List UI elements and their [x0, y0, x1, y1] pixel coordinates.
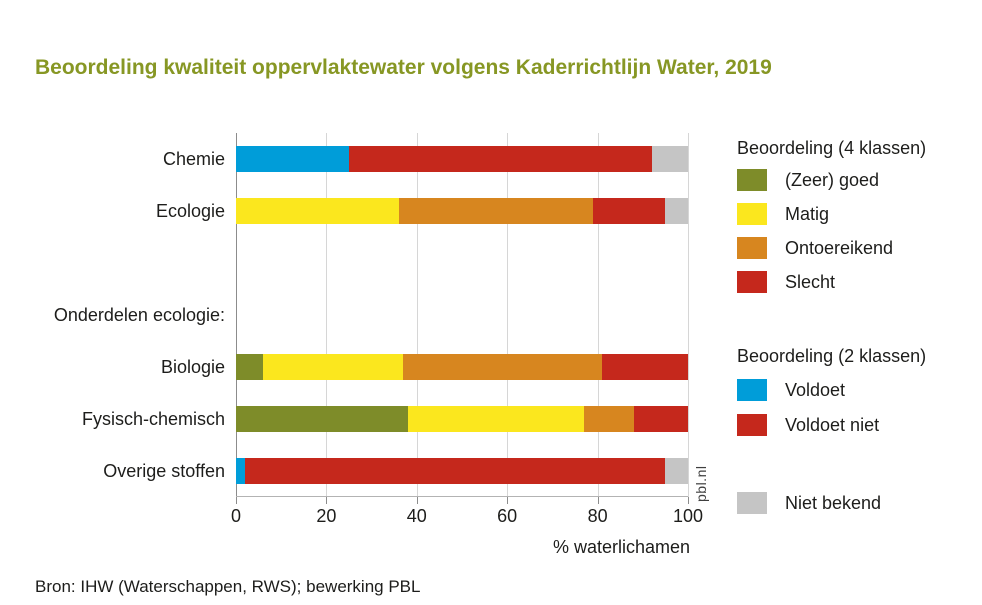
x-tick-label-20: 20	[316, 506, 337, 526]
legend-label-voldoet-niet: Voldoet niet	[785, 415, 880, 435]
x-tick-label-80: 80	[587, 506, 608, 526]
bar-segment-fysisch-chemisch-matig	[407, 406, 585, 432]
x-tick-label-100: 100	[672, 506, 704, 526]
bar-segment-biologie-slecht	[602, 354, 688, 380]
legend-item-voldoet-niet: Voldoet niet	[737, 414, 879, 436]
legend-item-niet-bekend: Niet bekend	[737, 492, 881, 514]
y-axis-line	[236, 133, 237, 497]
legend-item-ontoereikend: Ontoereikend	[737, 237, 893, 259]
bar-segment-ecologie-matig	[236, 198, 399, 224]
bar-segment-biologie-zeer-goed	[236, 354, 264, 380]
x-axis-tick-labels: 0 20 40 60 80 100	[231, 506, 703, 528]
plot-area	[236, 133, 689, 504]
gridline-100	[688, 133, 689, 497]
bar-row-fysisch-chemisch: Fysisch-chemisch	[0, 393, 688, 445]
bar-segment-ecologie-slecht	[593, 198, 666, 224]
bar-chemie	[236, 146, 688, 172]
legend-label-slecht: Slecht	[785, 272, 836, 292]
source-note: Bron: IHW (Waterschappen, RWS); bewerkin…	[35, 577, 421, 596]
swatch-matig-icon	[737, 203, 767, 225]
bar-rows: Chemie Ecologie Onderdelen ecologie: Biolog…	[0, 133, 688, 497]
bar-overige-stoffen	[236, 458, 688, 484]
bar-segment-chemie-voldoet-niet	[349, 146, 652, 172]
swatch-niet-bekend-icon	[737, 492, 767, 514]
chart-title: Beoordeling kwaliteit oppervlaktewater v…	[35, 56, 772, 80]
x-tick-80	[597, 497, 599, 504]
x-tick-label-60: 60	[497, 506, 518, 526]
swatch-ontoereikend-icon	[737, 237, 767, 259]
section-label-onderdelen-ecologie: Onderdelen ecologie:	[53, 305, 225, 325]
legend-label-ontoereikend: Ontoereikend	[785, 238, 894, 258]
x-tick-60	[507, 497, 509, 504]
bar-fysisch-chemisch	[236, 406, 688, 432]
bar-segment-chemie-voldoet	[236, 146, 349, 172]
x-axis-line	[236, 496, 688, 497]
legend-item-slecht: Slecht	[737, 271, 835, 293]
bar-segment-fysisch-chemisch-slecht	[633, 406, 688, 432]
legend-label-matig: Matig	[785, 204, 830, 224]
bar-row-chemie: Chemie	[0, 133, 688, 185]
swatch-zeer-goed-icon	[737, 169, 767, 191]
legend-group-title-4-klassen: Beoordeling (4 klassen)	[737, 138, 927, 158]
bar-ecologie	[236, 198, 688, 224]
legend-label-niet-bekend: Niet bekend	[785, 493, 882, 513]
bar-segment-chemie-niet-bekend	[651, 146, 688, 172]
bar-biologie	[236, 354, 688, 380]
legend-group-title-2-klassen: Beoordeling (2 klassen)	[737, 346, 927, 366]
gridline-40	[416, 133, 418, 497]
category-label-biologie: Biologie	[160, 357, 225, 377]
gridline-20	[326, 133, 328, 497]
legend-label-zeer-goed: (Zeer) goed	[785, 170, 880, 190]
legend-item-zeer-goed: (Zeer) goed	[737, 169, 879, 191]
legend-label-voldoet: Voldoet	[785, 380, 846, 400]
x-tick-0	[236, 497, 237, 504]
bar-segment-biologie-matig	[263, 354, 404, 380]
bar-row-onderdelen-ecologie: Onderdelen ecologie:	[0, 289, 688, 341]
category-label-overige-stoffen: Overige stoffen	[103, 461, 225, 481]
bar-segment-overige-stoffen-niet-bekend	[665, 458, 688, 484]
category-label-ecologie: Ecologie	[155, 201, 225, 221]
legend-item-voldoet: Voldoet	[737, 379, 845, 401]
x-tick-label-0: 0	[230, 506, 242, 526]
bar-segment-ecologie-ontoereikend	[398, 198, 594, 224]
bar-row-overige-stoffen: Overige stoffen	[0, 445, 688, 497]
x-axis-label: % waterlichamen	[552, 537, 690, 557]
x-tick-100	[688, 497, 689, 504]
bar-segment-overige-stoffen-voldoet-niet	[245, 458, 666, 484]
x-tick-label-40: 40	[406, 506, 427, 526]
x-tick-20	[326, 497, 328, 504]
gridline-80	[597, 133, 599, 497]
bar-segment-ecologie-niet-bekend	[665, 198, 688, 224]
swatch-slecht-icon	[737, 271, 767, 293]
swatch-voldoet-icon	[737, 379, 767, 401]
x-tick-40	[416, 497, 418, 504]
bar-row-ecologie: Ecologie	[0, 185, 688, 237]
swatch-voldoet-niet-icon	[737, 414, 767, 436]
pbl-watermark: pbl.nl	[693, 465, 709, 502]
legend-item-matig: Matig	[737, 203, 829, 225]
bar-segment-overige-stoffen-voldoet	[236, 458, 246, 484]
bar-segment-fysisch-chemisch-zeer-goed	[236, 406, 408, 432]
bar-row-empty	[0, 237, 688, 289]
category-label-chemie: Chemie	[162, 149, 225, 169]
category-label-fysisch-chemisch: Fysisch-chemisch	[81, 409, 225, 429]
bar-row-biologie: Biologie	[0, 341, 688, 393]
gridline-60	[507, 133, 509, 497]
bar-segment-biologie-ontoereikend	[403, 354, 603, 380]
category-label-empty	[0, 237, 225, 289]
bar-segment-fysisch-chemisch-ontoereikend	[584, 406, 634, 432]
